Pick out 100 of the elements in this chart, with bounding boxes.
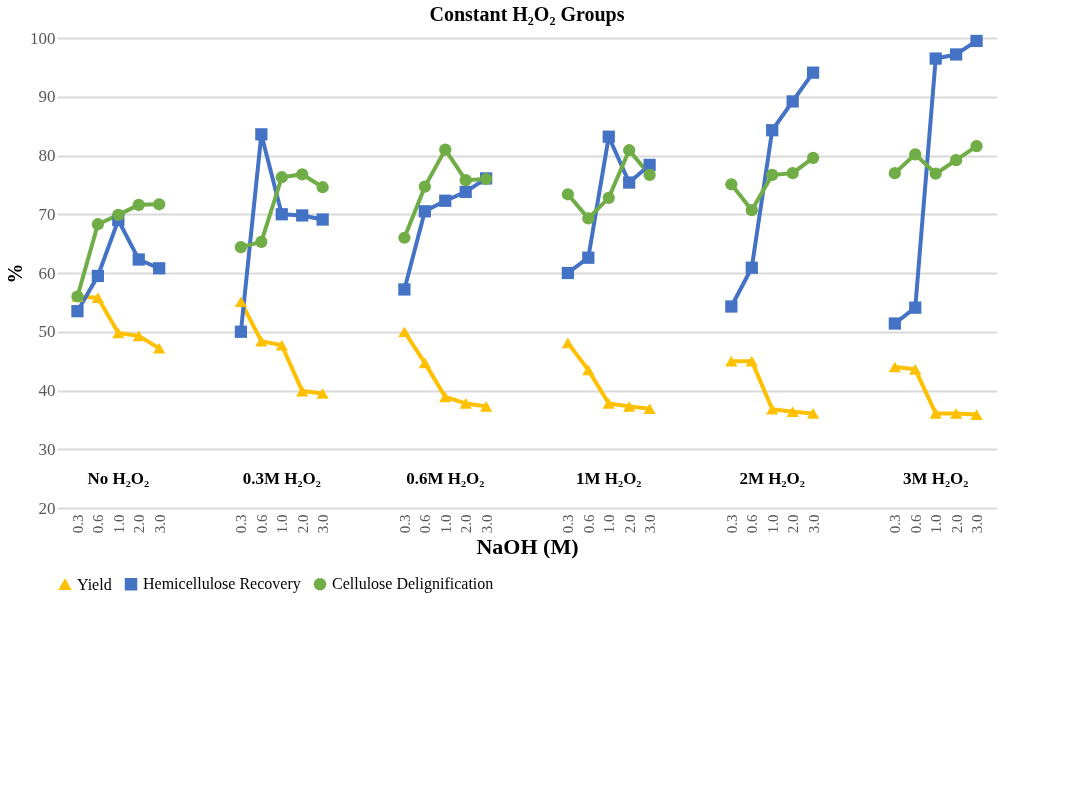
point bbox=[888, 361, 901, 373]
x-tick-label: 1.0 bbox=[110, 514, 127, 534]
point bbox=[950, 408, 963, 419]
point bbox=[418, 180, 431, 193]
point bbox=[316, 388, 329, 399]
x-tick-label: 3.0 bbox=[151, 514, 168, 534]
point bbox=[725, 178, 738, 191]
point bbox=[255, 235, 268, 248]
y-tick-label: 80 bbox=[38, 146, 56, 165]
x-tick-label: 2.0 bbox=[458, 514, 475, 534]
x-tick-label: 0.3 bbox=[560, 514, 577, 534]
x-tick-label: 0.3 bbox=[396, 514, 413, 534]
point bbox=[970, 139, 983, 153]
x-tick-label: 3.0 bbox=[969, 514, 986, 534]
point bbox=[459, 174, 472, 187]
point bbox=[255, 128, 268, 141]
x-tick-label: 3.0 bbox=[478, 514, 495, 534]
point bbox=[459, 398, 472, 409]
point bbox=[439, 143, 452, 156]
point bbox=[316, 213, 329, 226]
x-tick-label: 2.0 bbox=[131, 514, 148, 534]
point bbox=[725, 300, 738, 313]
x-tick-label: 0.3 bbox=[723, 514, 740, 534]
point bbox=[806, 408, 820, 419]
point bbox=[602, 398, 615, 409]
point bbox=[806, 66, 820, 79]
point bbox=[766, 168, 779, 181]
point bbox=[582, 251, 595, 264]
legend-label: Cellulose Delignification bbox=[332, 575, 494, 594]
point bbox=[909, 148, 922, 161]
x-tick-label: 2.0 bbox=[294, 514, 311, 534]
x-tick-label: 2.0 bbox=[621, 514, 638, 534]
x-tick-label: 0.6 bbox=[253, 514, 270, 534]
x-tick-label: 0.3 bbox=[69, 514, 86, 534]
point bbox=[766, 404, 779, 415]
point bbox=[91, 292, 104, 303]
point bbox=[623, 176, 636, 189]
point bbox=[275, 208, 288, 221]
point bbox=[153, 342, 166, 354]
point bbox=[91, 269, 104, 283]
x-tick-label: 3.0 bbox=[315, 514, 332, 534]
point bbox=[418, 205, 431, 218]
annotation: 3M H₂O₂ bbox=[902, 468, 969, 488]
point bbox=[255, 335, 268, 347]
x-tick-label: 0.6 bbox=[907, 514, 924, 534]
point bbox=[459, 185, 472, 199]
x-tick-label: 3.0 bbox=[642, 514, 659, 534]
point bbox=[623, 401, 636, 412]
y-tick-label: 90 bbox=[38, 87, 56, 107]
annotation: 0.6M H₂O₂ bbox=[406, 468, 485, 488]
legend-label: Hemicellulose Recovery bbox=[143, 575, 301, 594]
point bbox=[561, 266, 574, 280]
point bbox=[786, 95, 799, 108]
x-tick-label: 3.0 bbox=[805, 514, 822, 534]
point bbox=[786, 167, 799, 180]
point bbox=[929, 408, 942, 419]
point bbox=[786, 406, 799, 417]
annotation: 1M H₂O₂ bbox=[576, 468, 642, 488]
point bbox=[643, 158, 656, 172]
y-tick-label: 60 bbox=[38, 263, 56, 283]
point bbox=[275, 171, 288, 184]
point bbox=[398, 326, 411, 338]
x-tick-label: 2.0 bbox=[948, 514, 965, 534]
x-tick-label: 1.0 bbox=[928, 514, 945, 534]
point bbox=[91, 218, 104, 231]
x-tick-label: 1.0 bbox=[437, 514, 454, 534]
annotation: 2M H₂O₂ bbox=[739, 468, 805, 488]
point bbox=[398, 231, 411, 244]
point bbox=[153, 262, 166, 275]
point bbox=[398, 283, 411, 296]
point bbox=[153, 198, 166, 211]
point bbox=[766, 124, 779, 137]
point bbox=[643, 168, 656, 181]
point bbox=[582, 212, 595, 225]
point bbox=[132, 330, 145, 342]
annotation: No H₂O₂ bbox=[87, 468, 150, 488]
x-tick-label: 0.6 bbox=[580, 514, 597, 534]
point bbox=[132, 253, 145, 266]
point bbox=[112, 208, 125, 221]
point bbox=[275, 339, 288, 351]
x-tick-label: 1.0 bbox=[274, 514, 291, 534]
point bbox=[929, 52, 942, 65]
point bbox=[970, 409, 983, 420]
y-tick-label: 40 bbox=[38, 381, 56, 400]
point bbox=[623, 144, 636, 157]
point bbox=[602, 130, 615, 143]
y-axis-title: % bbox=[4, 263, 26, 284]
point bbox=[950, 154, 963, 167]
point bbox=[316, 181, 329, 194]
point bbox=[745, 204, 758, 217]
point bbox=[439, 194, 452, 207]
point bbox=[950, 48, 963, 61]
point bbox=[112, 327, 125, 339]
x-tick-label: 1.0 bbox=[601, 514, 618, 534]
point bbox=[806, 151, 820, 164]
x-tick-label: 0.6 bbox=[417, 514, 434, 534]
point bbox=[745, 261, 758, 274]
legend-label: Yield bbox=[77, 575, 112, 593]
x-tick-label: 0.6 bbox=[744, 514, 761, 534]
x-axis-title: NaOH (M) bbox=[476, 534, 579, 560]
